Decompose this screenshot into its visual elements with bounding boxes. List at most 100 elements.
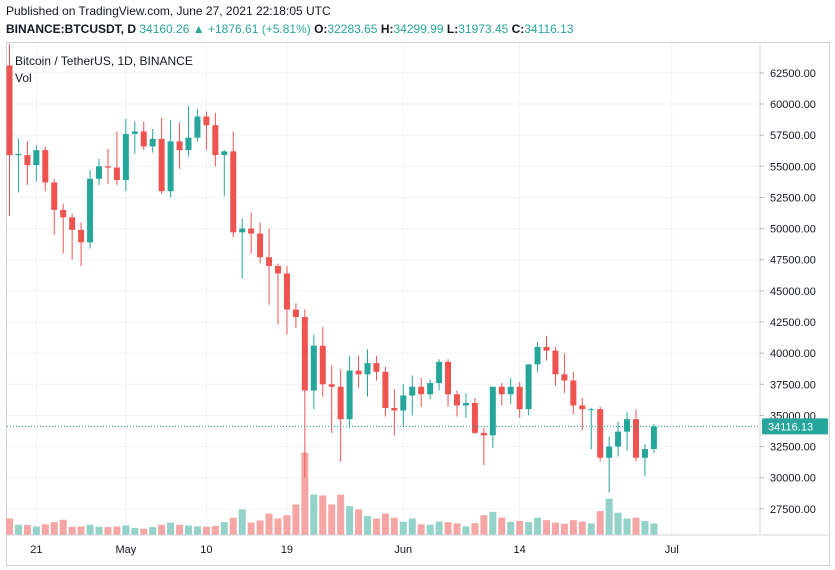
volume-bar	[381, 513, 389, 535]
open-label: O:	[314, 22, 328, 36]
price-tick-label: 30000.00	[770, 473, 816, 485]
price-change: +1876.61 (+5.81%)	[207, 22, 311, 36]
candle-up	[436, 361, 443, 384]
volume-bar	[399, 521, 407, 535]
candle-down	[42, 150, 49, 183]
candle-down	[78, 229, 85, 243]
volume-bar	[498, 517, 506, 535]
candle-down	[51, 182, 58, 210]
volume-bar	[77, 526, 85, 535]
volume-bar	[560, 523, 568, 535]
volume-bar	[149, 527, 157, 535]
volume-bar	[569, 520, 577, 535]
volume-bar	[220, 522, 228, 535]
volume-bar	[587, 523, 595, 535]
volume-bar	[6, 518, 13, 535]
price-tick-label: 42500.00	[770, 317, 816, 329]
candle-down	[283, 273, 290, 310]
volume-bar	[507, 521, 515, 535]
candle-up	[489, 386, 496, 436]
candle-up	[149, 138, 156, 147]
candle-up	[615, 431, 622, 447]
candle-down	[104, 166, 111, 168]
candle-down	[597, 409, 604, 458]
time-axis: 21 May 10 19 Jun 14 Jul	[30, 544, 679, 556]
candle-down	[552, 350, 559, 375]
last-price: 34160.26	[139, 22, 190, 36]
volume-bar	[265, 513, 273, 535]
grid-lines	[7, 43, 760, 535]
candle-up	[525, 364, 532, 410]
time-tick-label: 14	[514, 544, 526, 556]
candle-up	[167, 141, 174, 192]
candle-down	[418, 386, 425, 395]
candle-up	[87, 178, 94, 243]
candle-up	[641, 449, 648, 458]
candle-up	[221, 151, 228, 156]
volume-bar	[453, 523, 461, 535]
low-label: L:	[446, 22, 459, 36]
candle-up	[122, 133, 129, 181]
price-tick-label: 55000.00	[770, 161, 816, 173]
open-value: 32283.65	[327, 22, 378, 36]
volume-bar	[328, 504, 336, 535]
price-tick-label: 32500.00	[770, 442, 816, 454]
volume-bar	[229, 517, 237, 535]
volume-bar	[238, 509, 246, 535]
candle-down	[445, 361, 452, 395]
volume-bar	[462, 526, 470, 535]
volume-bar	[417, 524, 425, 535]
candle-up	[606, 446, 613, 458]
candle-down	[319, 345, 326, 385]
last-price-tag-bg	[762, 418, 828, 435]
volume-bar	[355, 509, 363, 535]
price-tick-label: 57500.00	[770, 130, 816, 142]
candle-up	[650, 426, 657, 450]
volume-bar	[534, 517, 542, 535]
candle-down	[292, 309, 299, 318]
candle-up	[534, 346, 541, 365]
volume-bar	[158, 524, 166, 535]
volume-bar	[193, 526, 201, 535]
volume-bar	[104, 527, 112, 535]
close-value: 34116.13	[524, 22, 574, 36]
volume-bar	[444, 522, 452, 535]
volume-bar	[471, 523, 479, 535]
volume-bar	[596, 511, 604, 535]
candle-up	[33, 150, 40, 166]
volume-bar	[274, 518, 282, 535]
candle-up	[427, 383, 434, 395]
candle-down	[337, 386, 344, 420]
price-axis: 62500.00 60000.00 57500.00 55000.00 52500.00…	[760, 68, 816, 516]
chart-panel[interactable]	[6, 42, 830, 566]
price-tick-label: 37500.00	[770, 379, 816, 391]
candle-down	[543, 346, 550, 351]
volume-bar	[23, 525, 31, 535]
volume-bar	[319, 495, 327, 535]
high-value: 34299.99	[393, 22, 444, 36]
candle-up	[239, 228, 246, 233]
candle-down	[60, 209, 67, 218]
candle-up	[96, 166, 102, 179]
volume-bars	[6, 452, 658, 535]
volume-bar	[113, 526, 121, 535]
candle-down	[230, 151, 237, 233]
price-tick-label: 62500.00	[770, 68, 816, 80]
volume-bar	[435, 521, 443, 535]
volume-bar	[390, 517, 398, 535]
high-label: H:	[380, 22, 394, 36]
volume-bar	[543, 520, 550, 535]
candle-up	[507, 386, 514, 395]
candle-down	[328, 384, 335, 387]
candle-up	[310, 345, 317, 391]
volume-bar	[310, 494, 318, 535]
price-tick-label: 60000.00	[770, 99, 816, 111]
candle-up	[462, 402, 469, 406]
volume-bar	[176, 524, 184, 535]
candle-down	[355, 370, 362, 375]
candle-down	[391, 407, 398, 411]
volume-bar	[301, 452, 309, 535]
candle-down	[266, 257, 273, 266]
candle-down	[257, 233, 264, 258]
